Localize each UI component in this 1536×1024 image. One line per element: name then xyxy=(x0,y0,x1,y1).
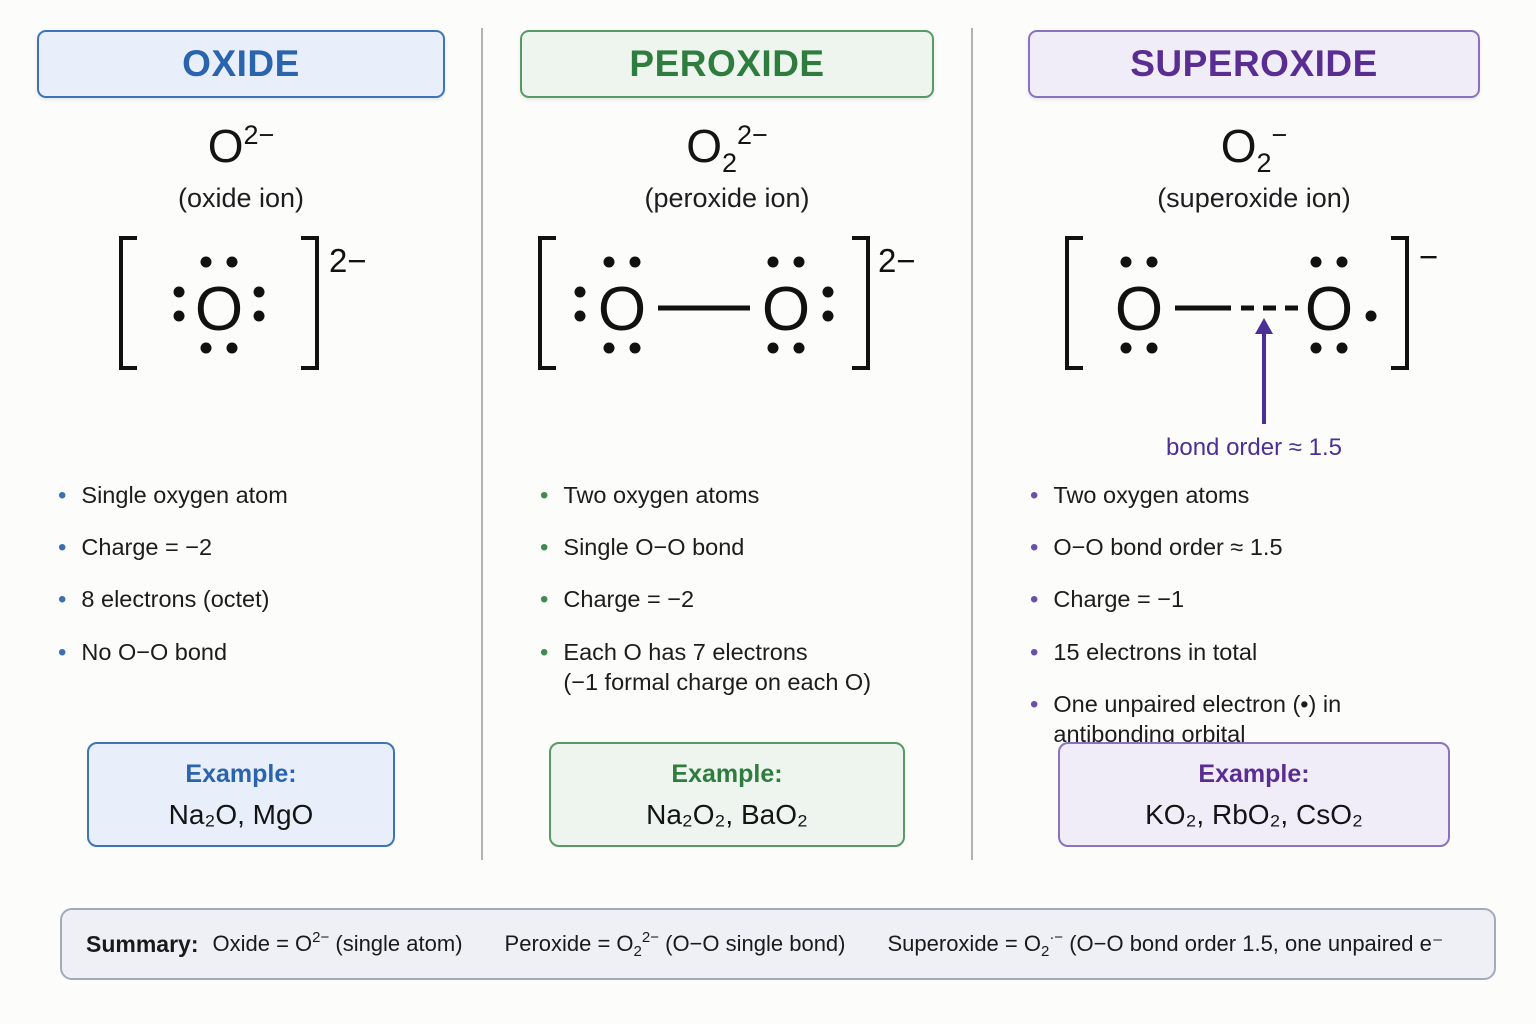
list-item: Charge = −1 xyxy=(1030,584,1536,615)
oxide-lewis-charge: 2− xyxy=(329,242,367,279)
list-item: Each O has 7 electrons (−1 formal charge… xyxy=(540,637,972,698)
svg-text:O: O xyxy=(762,275,810,344)
superoxide-header-box: SUPEROXIDE xyxy=(1028,30,1480,98)
column-divider-2 xyxy=(971,28,973,860)
peroxide-lewis-charge: 2− xyxy=(878,242,916,279)
bond-order-annotation: bond order ≈ 1.5 xyxy=(1166,434,1342,462)
peroxide-example-values: Na₂O₂, BaO₂ xyxy=(646,799,808,830)
oxide-title: OXIDE xyxy=(182,43,300,84)
peroxide-ion-name: (peroxide ion) xyxy=(644,183,810,214)
superoxide-formula: O2− xyxy=(1221,120,1288,179)
list-item: Two oxygen atoms xyxy=(540,480,972,511)
list-item: O−O bond order ≈ 1.5 xyxy=(1030,532,1536,563)
oxide-formula-base: O xyxy=(207,120,244,172)
superoxide-ion-name: (superoxide ion) xyxy=(1157,183,1351,214)
bond-order-arrow-icon xyxy=(1255,318,1273,425)
list-item: One unpaired electron (•) in antibonding… xyxy=(1030,689,1536,750)
superoxide-lewis-structure: O O − bond order ≈ 1.5 xyxy=(1039,228,1469,468)
column-peroxide: PEROXIDE O22− (peroxide ion) O O xyxy=(482,0,972,880)
summary-item-peroxide: Peroxide = O22− (O−O single bond) xyxy=(504,928,846,960)
superoxide-formula-sup: − xyxy=(1271,120,1288,150)
oxide-example-values: Na₂O, MgO xyxy=(168,799,314,830)
column-oxide: OXIDE O2− (oxide ion) O 2− Singl xyxy=(0,0,482,880)
list-item: Single O−O bond xyxy=(540,532,972,563)
superoxide-lewis-svg: O O − xyxy=(1065,236,1438,425)
svg-text:O: O xyxy=(598,275,646,344)
oxide-lewis-svg: O 2− xyxy=(119,236,367,371)
superoxide-lewis-charge: − xyxy=(1419,238,1438,275)
oxide-example-box: Example: Na₂O, MgO xyxy=(87,742,395,847)
list-item: 8 electrons (octet) xyxy=(58,584,482,615)
peroxide-formula-sub: 2 xyxy=(721,148,737,178)
oxide-example-label: Example: xyxy=(185,760,297,788)
peroxide-formula-base: O xyxy=(686,120,722,172)
oxide-header-box: OXIDE xyxy=(37,30,445,98)
list-item: No O−O bond xyxy=(58,637,482,668)
oxide-lewis-structure: O 2− xyxy=(91,228,391,468)
superoxide-formula-sub: 2 xyxy=(1256,148,1272,178)
superoxide-example-values: KO₂, RbO₂, CsO₂ xyxy=(1145,799,1363,830)
summary-item-oxide: Oxide = O2− (single atom) xyxy=(212,928,463,956)
column-divider-1 xyxy=(481,28,483,860)
list-item: Single oxygen atom xyxy=(58,480,482,511)
svg-text:O: O xyxy=(195,275,243,344)
oxide-formula: O2− xyxy=(208,120,275,179)
peroxide-bullet-list: Two oxygen atoms Single O−O bond Charge … xyxy=(540,480,972,719)
peroxide-example-box: Example: Na₂O₂, BaO₂ xyxy=(549,742,905,847)
summary-bar: Summary: Oxide = O2− (single atom) Perox… xyxy=(60,908,1496,980)
svg-text:O: O xyxy=(1305,275,1353,344)
peroxide-formula: O22− xyxy=(686,120,768,179)
list-item: Two oxygen atoms xyxy=(1030,480,1536,511)
peroxide-lewis-svg: O O 2− xyxy=(538,236,916,371)
svg-text:O: O xyxy=(1115,275,1163,344)
oxide-ion-name: (oxide ion) xyxy=(177,183,305,214)
summary-item-superoxide: Superoxide = O2·− (O−O bond order 1.5, o… xyxy=(887,928,1444,960)
peroxide-example-label: Example: xyxy=(671,760,783,788)
columns-row: OXIDE O2− (oxide ion) O 2− Singl xyxy=(0,0,1536,880)
list-item: Charge = −2 xyxy=(58,532,482,563)
summary-label: Summary: xyxy=(86,930,199,957)
list-item: 15 electrons in total xyxy=(1030,637,1536,668)
superoxide-formula-base: O xyxy=(1220,120,1257,172)
oxide-bullet-list: Single oxygen atom Charge = −2 8 electro… xyxy=(58,480,482,689)
peroxide-lewis-structure: O O 2− xyxy=(512,228,942,468)
oxide-formula-sup: 2− xyxy=(243,120,275,150)
list-item: Charge = −2 xyxy=(540,584,972,615)
peroxide-header-box: PEROXIDE xyxy=(520,30,934,98)
superoxide-example-box: Example: KO₂, RbO₂, CsO₂ xyxy=(1058,742,1450,847)
peroxide-formula-sup: 2− xyxy=(737,120,768,150)
column-superoxide: SUPEROXIDE O2− (superoxide ion) O O xyxy=(972,0,1536,880)
peroxide-title: PEROXIDE xyxy=(629,43,825,84)
superoxide-example-label: Example: xyxy=(1198,760,1310,788)
superoxide-title: SUPEROXIDE xyxy=(1130,43,1378,84)
superoxide-bullet-list: Two oxygen atoms O−O bond order ≈ 1.5 Ch… xyxy=(1030,480,1536,771)
